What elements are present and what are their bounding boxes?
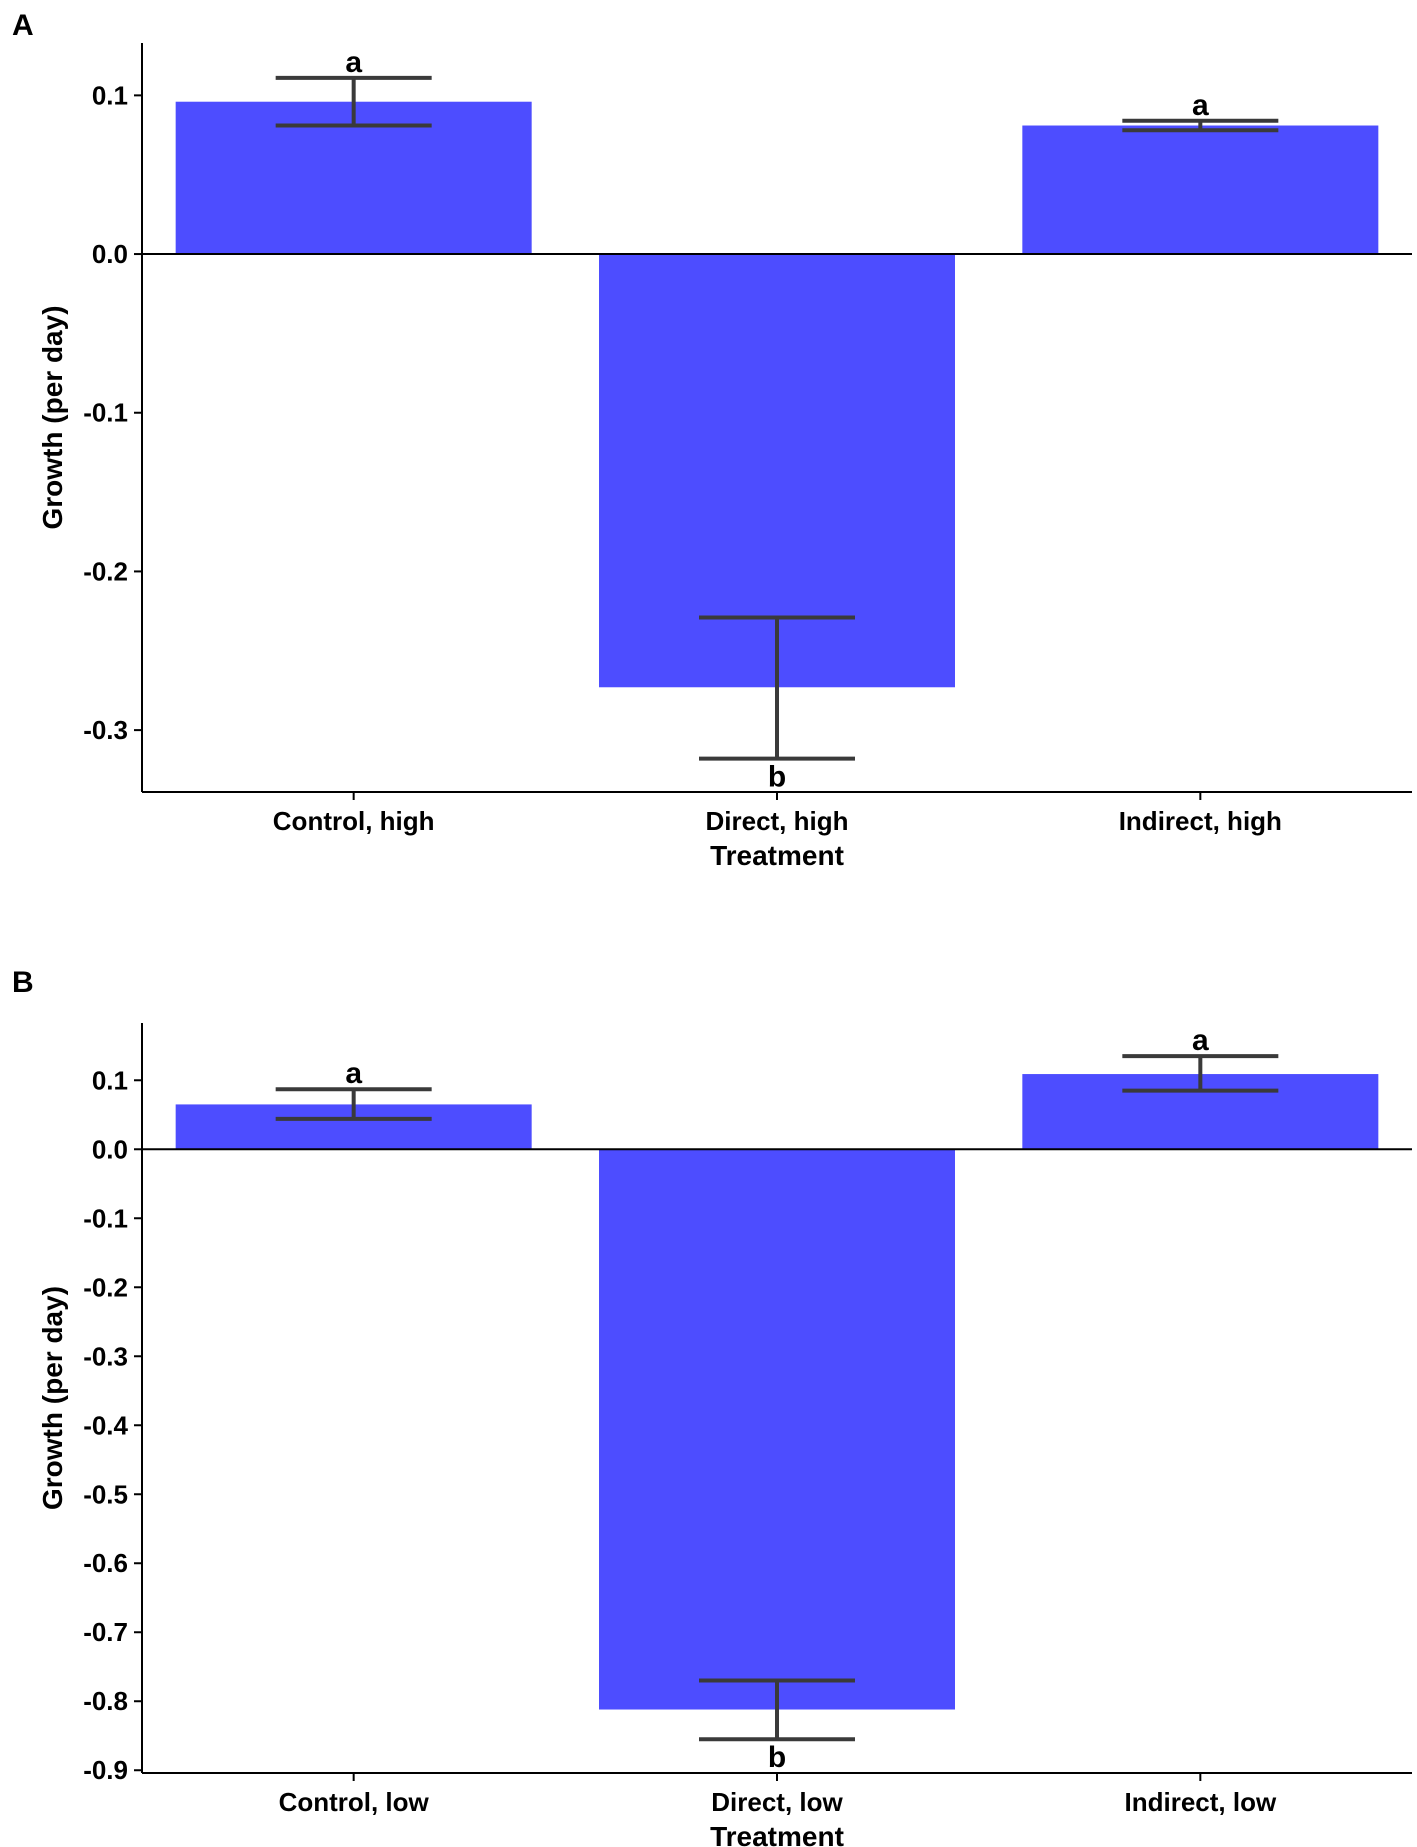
significance-label-a-3: a [1192, 89, 1209, 122]
y-tick-label-a-4: -0.2 [83, 556, 128, 586]
bar-a-2 [599, 254, 955, 688]
x-tick-label-a-1: Control, high [273, 806, 435, 836]
error-bar-b-3 [1122, 1054, 1279, 1093]
x-axis-title-b: Treatment [710, 1821, 844, 1847]
x-axis-title-a: Treatment [710, 840, 844, 871]
significance-label-b-3: a [1192, 1024, 1209, 1057]
y-tick-label-b-11: -0.9 [83, 1755, 128, 1785]
panel-a: A a b a 0.1 0.0 -0.1 -0.2 -0.3 Control, high Dire… [12, 9, 1412, 871]
error-bar-b-1 [275, 1087, 432, 1121]
y-tick-label-b-7: -0.5 [83, 1479, 128, 1509]
significance-label-a-2: b [768, 761, 786, 794]
y-axis-title-a: Growth (per day) [37, 305, 68, 529]
error-bar-b-2 [699, 1678, 855, 1742]
y-tick-label-a-5: -0.3 [83, 715, 128, 745]
y-tick-label-b-10: -0.8 [83, 1686, 128, 1716]
significance-label-a-1: a [345, 46, 362, 79]
y-tick-label-b-5: -0.3 [83, 1341, 128, 1371]
y-tick-label-b-4: -0.2 [83, 1272, 128, 1302]
error-bar-a-2 [699, 615, 855, 761]
y-tick-label-b-1: 0.1 [92, 1065, 128, 1095]
y-tick-label-b-2: 0.0 [92, 1134, 128, 1164]
y-tick-label-a-3: -0.1 [83, 398, 128, 428]
x-tick-label-b-2: Direct, low [711, 1787, 843, 1817]
significance-label-b-2: b [768, 1741, 786, 1774]
bar-a-3 [1022, 125, 1379, 255]
y-tick-label-b-9: -0.7 [83, 1617, 128, 1647]
y-axis-title-b: Growth (per day) [37, 1286, 68, 1510]
error-bar-a-1 [275, 75, 432, 128]
panel-b: B a b a 0.1 0.0 -0.1 -0.2 -0.3 -0.4 -0.5 -0.6 -0.7 -… [12, 966, 1412, 1847]
x-tick-label-a-3: Indirect, high [1119, 806, 1282, 836]
panel-label-b: B [12, 966, 34, 999]
y-tick-label-a-1: 0.1 [92, 80, 128, 110]
significance-label-b-1: a [345, 1057, 362, 1090]
y-tick-label-b-6: -0.4 [83, 1410, 128, 1440]
y-tick-label-a-2: 0.0 [92, 239, 128, 269]
x-tick-label-b-1: Control, low [279, 1787, 430, 1817]
panel-label-a: A [12, 9, 34, 42]
error-bar-a-3 [1122, 118, 1279, 133]
y-tick-label-b-3: -0.1 [83, 1203, 128, 1233]
y-tick-label-b-8: -0.6 [83, 1548, 128, 1578]
x-tick-label-a-2: Direct, high [705, 806, 848, 836]
bar-b-2 [599, 1149, 955, 1710]
x-tick-label-b-3: Indirect, low [1124, 1787, 1276, 1817]
